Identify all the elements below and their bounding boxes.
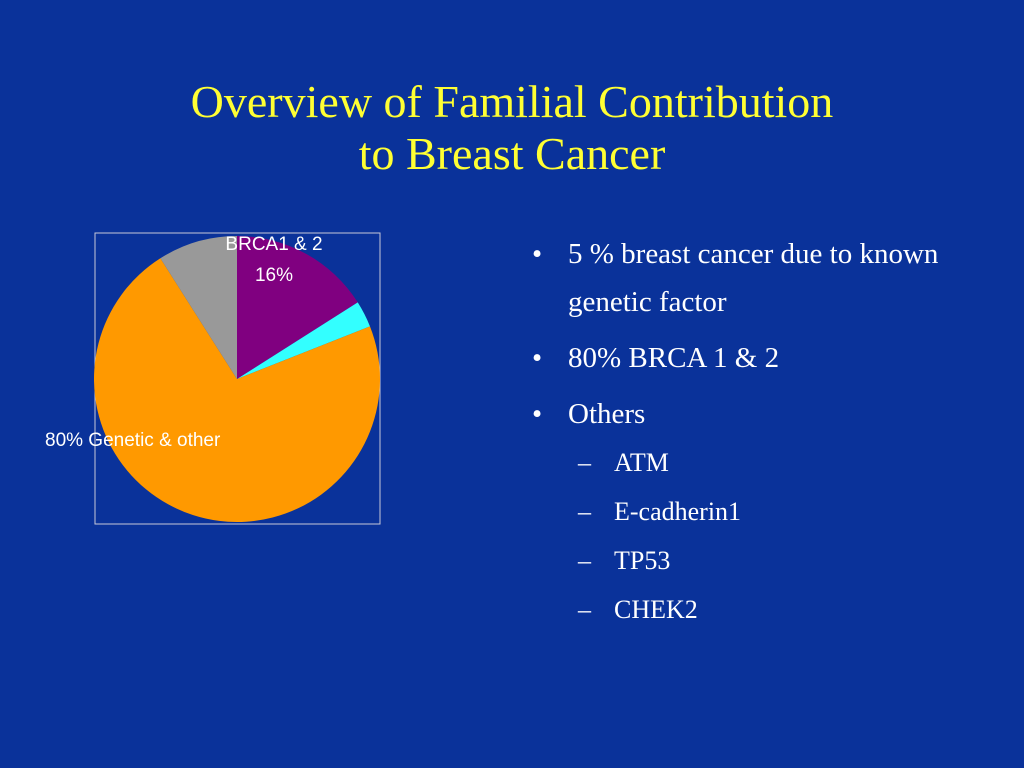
sub-bullet-item: TP53 bbox=[530, 544, 970, 578]
pie-slices bbox=[94, 236, 381, 523]
pie-slice-2 bbox=[94, 258, 381, 523]
brca-label-line-1: BRCA1 & 2 bbox=[225, 234, 322, 255]
pie-slice-3 bbox=[160, 236, 237, 379]
slide-title-line-2: to Breast Cancer bbox=[358, 128, 666, 179]
pie-slice-0 bbox=[237, 236, 358, 379]
pie-slice-1 bbox=[237, 302, 370, 379]
brca-label-line-2: 16% bbox=[255, 265, 293, 286]
genetic-other-label: 80% Genetic & other bbox=[45, 430, 221, 451]
bullet-item: Others bbox=[530, 390, 970, 438]
slide-title-line-1: Overview of Familial Contribution bbox=[190, 76, 834, 127]
bullet-item: 5 % breast cancer due to known genetic f… bbox=[530, 230, 970, 326]
sub-bullet-item: CHEK2 bbox=[530, 593, 970, 627]
sub-bullet-item: E-cadherin1 bbox=[530, 495, 970, 529]
bullet-item: 80% BRCA 1 & 2 bbox=[530, 334, 970, 382]
bullet-list: 5 % breast cancer due to known genetic f… bbox=[530, 230, 970, 642]
sub-bullet-item: ATM bbox=[530, 446, 970, 480]
slide-title: Overview of Familial Contribution to Bre… bbox=[62, 76, 962, 180]
